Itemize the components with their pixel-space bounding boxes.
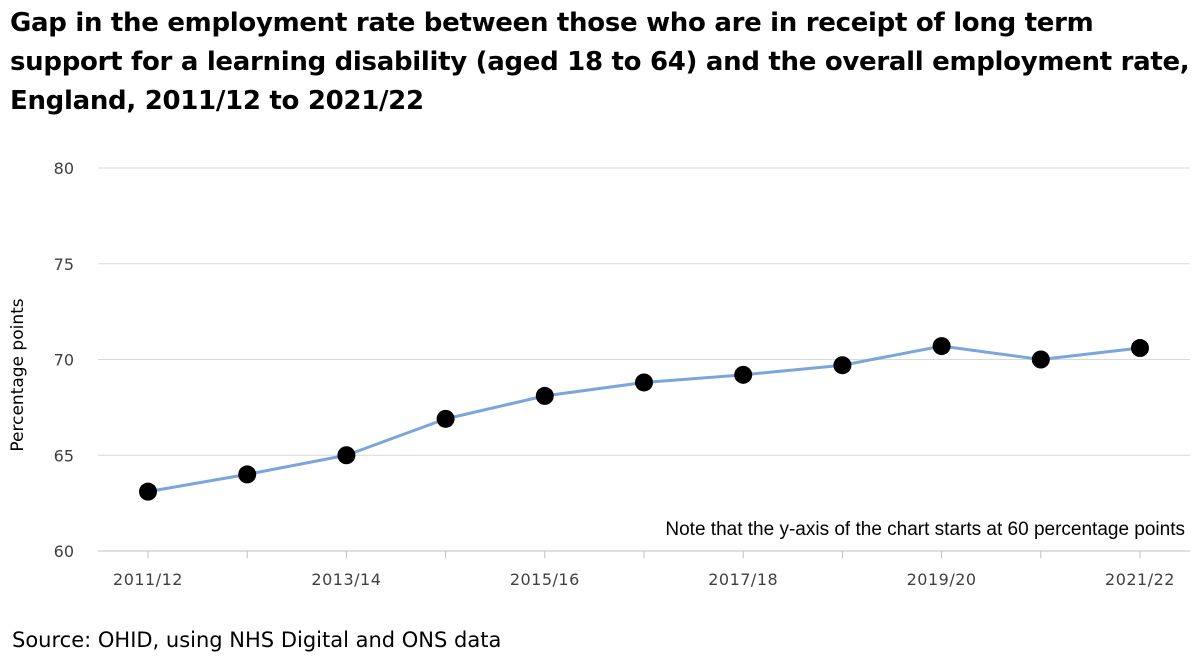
x-tick-label-2013-14: 2013/14 — [311, 570, 381, 589]
x-tick-label-2017-18: 2017/18 — [708, 570, 778, 589]
data-point-2021-22 — [1131, 339, 1149, 358]
source-note: Source: OHID, using NHS Digital and ONS … — [12, 628, 502, 652]
data-point-2019-20 — [932, 337, 951, 356]
chart-title: Gap in the employment rate between those… — [10, 8, 1190, 116]
x-tick-label-2011-12: 2011/12 — [113, 570, 183, 589]
data-point-2011-12 — [139, 482, 157, 501]
series-group — [139, 337, 1149, 501]
data-point-2014-15 — [436, 409, 455, 428]
y-tick-label-75: 75 — [54, 255, 74, 274]
y-axis-label: Percentage points — [8, 298, 28, 451]
x-tick-label-2015-16: 2015/16 — [510, 570, 580, 589]
x-tick-label-2021-22: 2021/22 — [1105, 570, 1175, 589]
data-point-2020-21 — [1031, 350, 1050, 369]
x-axis: 2011/12 2013/14 2015/16 2017/18 2019/20 2021/… — [98, 550, 1190, 589]
y-tick-label-65: 65 — [54, 446, 74, 465]
data-point-2016-17 — [635, 373, 653, 392]
y-tick-label-60: 60 — [54, 542, 74, 561]
gridlines — [98, 167, 1190, 456]
y-tick-label-80: 80 — [54, 159, 74, 178]
data-point-2015-16 — [535, 386, 554, 405]
y-axis-ticks: 60 65 70 75 80 — [54, 159, 74, 561]
data-point-2012-13 — [238, 465, 257, 484]
x-tick-label-2019-20: 2019/20 — [907, 570, 977, 589]
data-point-2018-19 — [833, 356, 852, 375]
data-point-2013-14 — [337, 446, 356, 465]
y-tick-label-70: 70 — [54, 351, 74, 370]
data-point-2017-18 — [734, 365, 753, 384]
series-line-0 — [147, 344, 1141, 494]
chart-note: Note that the y-axis of the chart starts… — [665, 519, 1185, 540]
